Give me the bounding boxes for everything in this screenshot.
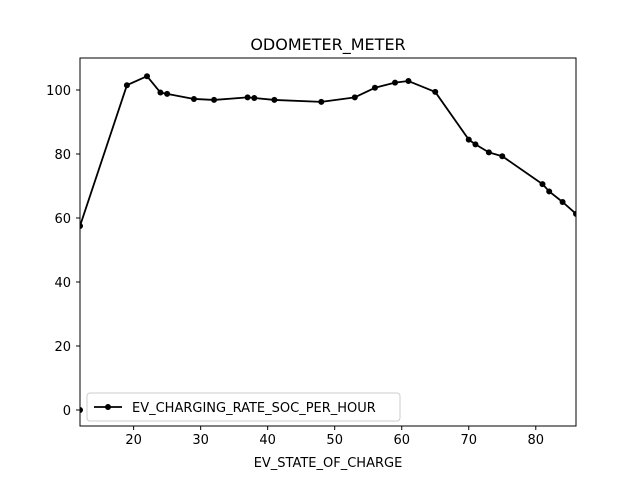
legend-box — [86, 392, 401, 422]
data-point — [499, 153, 506, 160]
data-point — [80, 407, 83, 413]
y-tick-label: 40 — [54, 276, 71, 291]
data-point — [559, 199, 566, 205]
x-tick-label: 30 — [192, 433, 209, 448]
data-point — [472, 141, 479, 148]
y-tick-label: 80 — [54, 148, 71, 163]
data-point — [190, 95, 197, 102]
y-tick-label: 100 — [46, 84, 71, 99]
legend-marker — [105, 404, 111, 410]
data-point — [164, 90, 171, 97]
x-tick-label: 40 — [259, 433, 276, 448]
data-point — [157, 89, 164, 96]
y-tick-label: 0 — [63, 404, 71, 419]
data-point — [211, 96, 218, 103]
plot-frame — [79, 57, 577, 427]
data-point — [371, 84, 378, 91]
axis-ticks: 20 30 40 50 60 70 80 0 20 40 60 80 100 — [46, 84, 544, 448]
x-tick-label: 20 — [125, 433, 142, 448]
data-point — [271, 96, 278, 103]
data-point — [318, 98, 325, 105]
data-point — [539, 181, 546, 188]
data-point — [485, 149, 492, 156]
data-point — [465, 136, 472, 143]
data-point — [546, 188, 553, 195]
data-point — [573, 210, 576, 217]
legend: EV_CHARGING_RATE_SOC_PER_HOUR — [86, 392, 401, 422]
y-tick-label: 60 — [54, 212, 71, 227]
x-tick-label: 80 — [528, 433, 545, 448]
data-point — [432, 88, 439, 95]
data-point — [244, 94, 251, 101]
x-axis-label: EV_STATE_OF_CHARGE — [254, 456, 403, 471]
x-tick-label: 60 — [393, 433, 410, 448]
data-point — [351, 94, 358, 101]
y-tick-label: 20 — [54, 340, 71, 355]
data-point — [123, 82, 130, 89]
x-tick-label: 70 — [460, 433, 477, 448]
x-tick-label: 50 — [326, 433, 343, 448]
data-point — [251, 95, 258, 101]
legend-label: EV_CHARGING_RATE_SOC_PER_HOUR — [132, 401, 376, 416]
data-point — [80, 223, 83, 229]
data-point — [144, 73, 151, 80]
chart-title: ODOMETER_METER — [250, 35, 405, 55]
data-point — [405, 78, 412, 85]
plot-area — [80, 73, 576, 413]
data-point — [392, 79, 399, 86]
